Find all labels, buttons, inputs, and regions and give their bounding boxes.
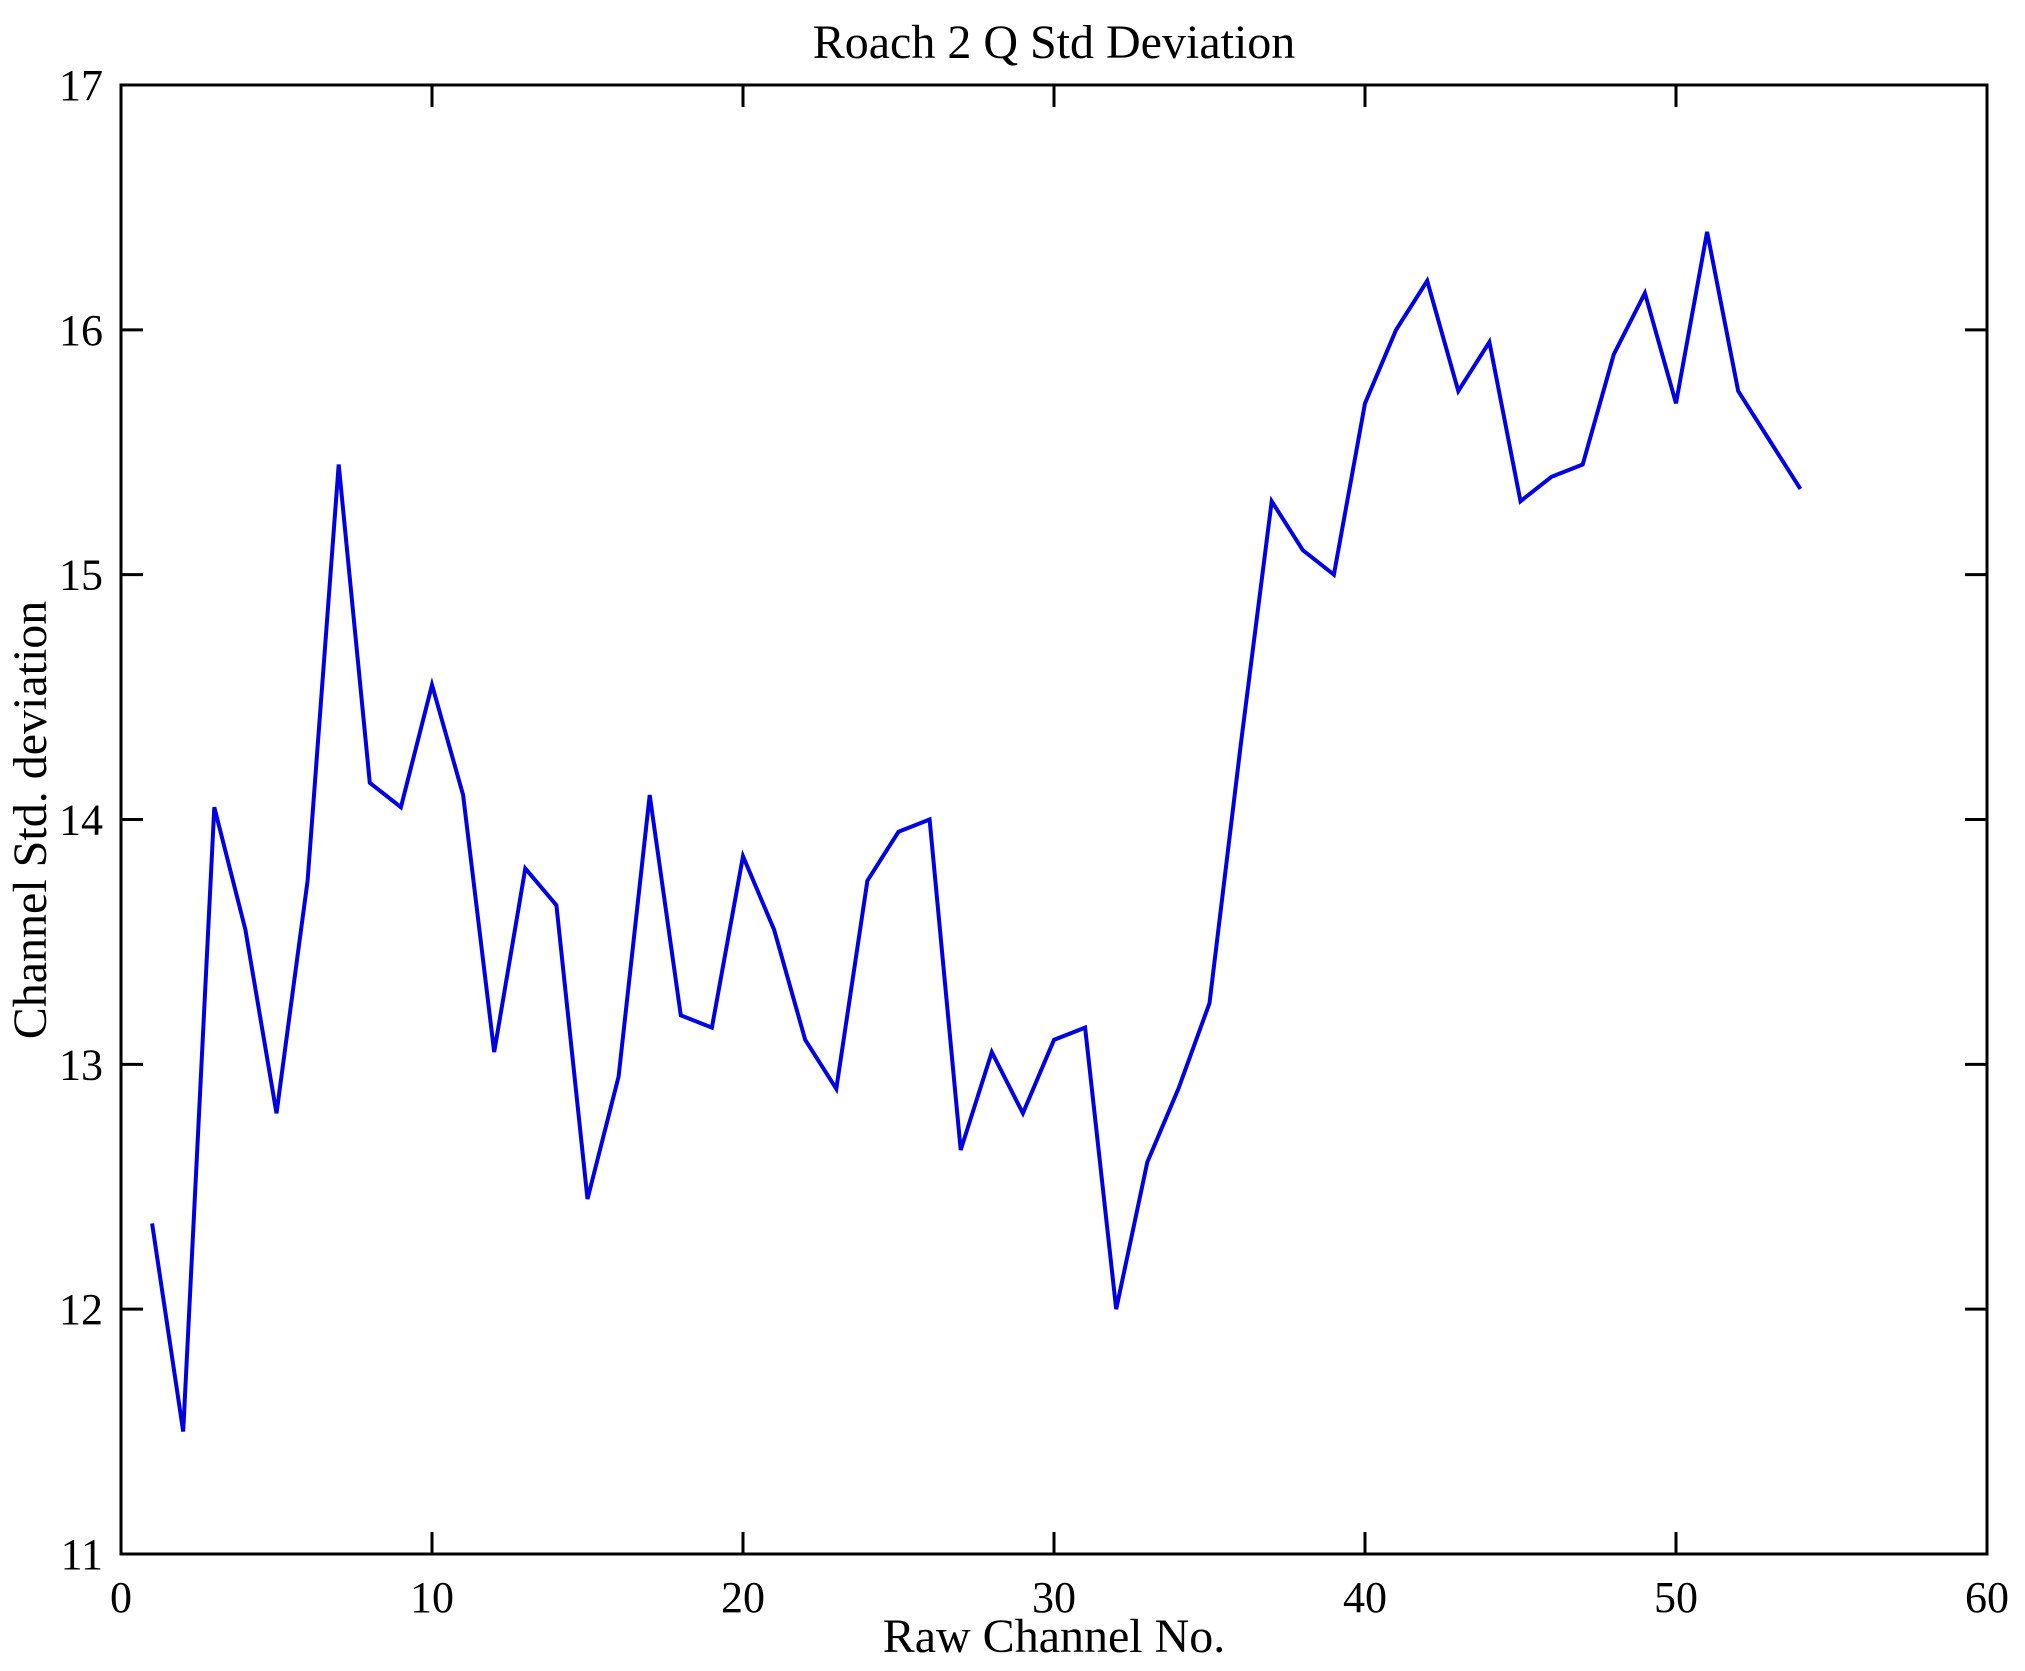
y-tick-label: 13 [59,1040,103,1089]
x-tick-label: 60 [1965,1573,2009,1622]
x-tick-label: 0 [110,1573,132,1622]
x-tick-label: 50 [1654,1573,1698,1622]
x-tick-label: 20 [721,1573,765,1622]
data-line [150,231,1803,1432]
axes-box [119,83,1989,1556]
chart-title: Roach 2 Q Std Deviation [813,16,1296,69]
y-tick-label: 16 [59,306,103,355]
y-tick-label: 15 [59,551,103,600]
y-axis-label: Channel Std. deviation [4,601,57,1040]
y-tick-label: 12 [59,1285,103,1334]
x-tick-label: 40 [1343,1573,1387,1622]
plot-area: 0 10 20 30 40 50 60 11 12 13 14 15 16 17 [59,61,2009,1622]
y-tick-label: 14 [59,796,103,845]
y-tick-label: 17 [59,61,103,110]
y-tick-label: 11 [61,1530,103,1579]
x-tick-label: 10 [410,1573,454,1622]
x-axis-label: Raw Channel No. [883,1610,1226,1663]
x-tick-label: 30 [1032,1573,1076,1622]
